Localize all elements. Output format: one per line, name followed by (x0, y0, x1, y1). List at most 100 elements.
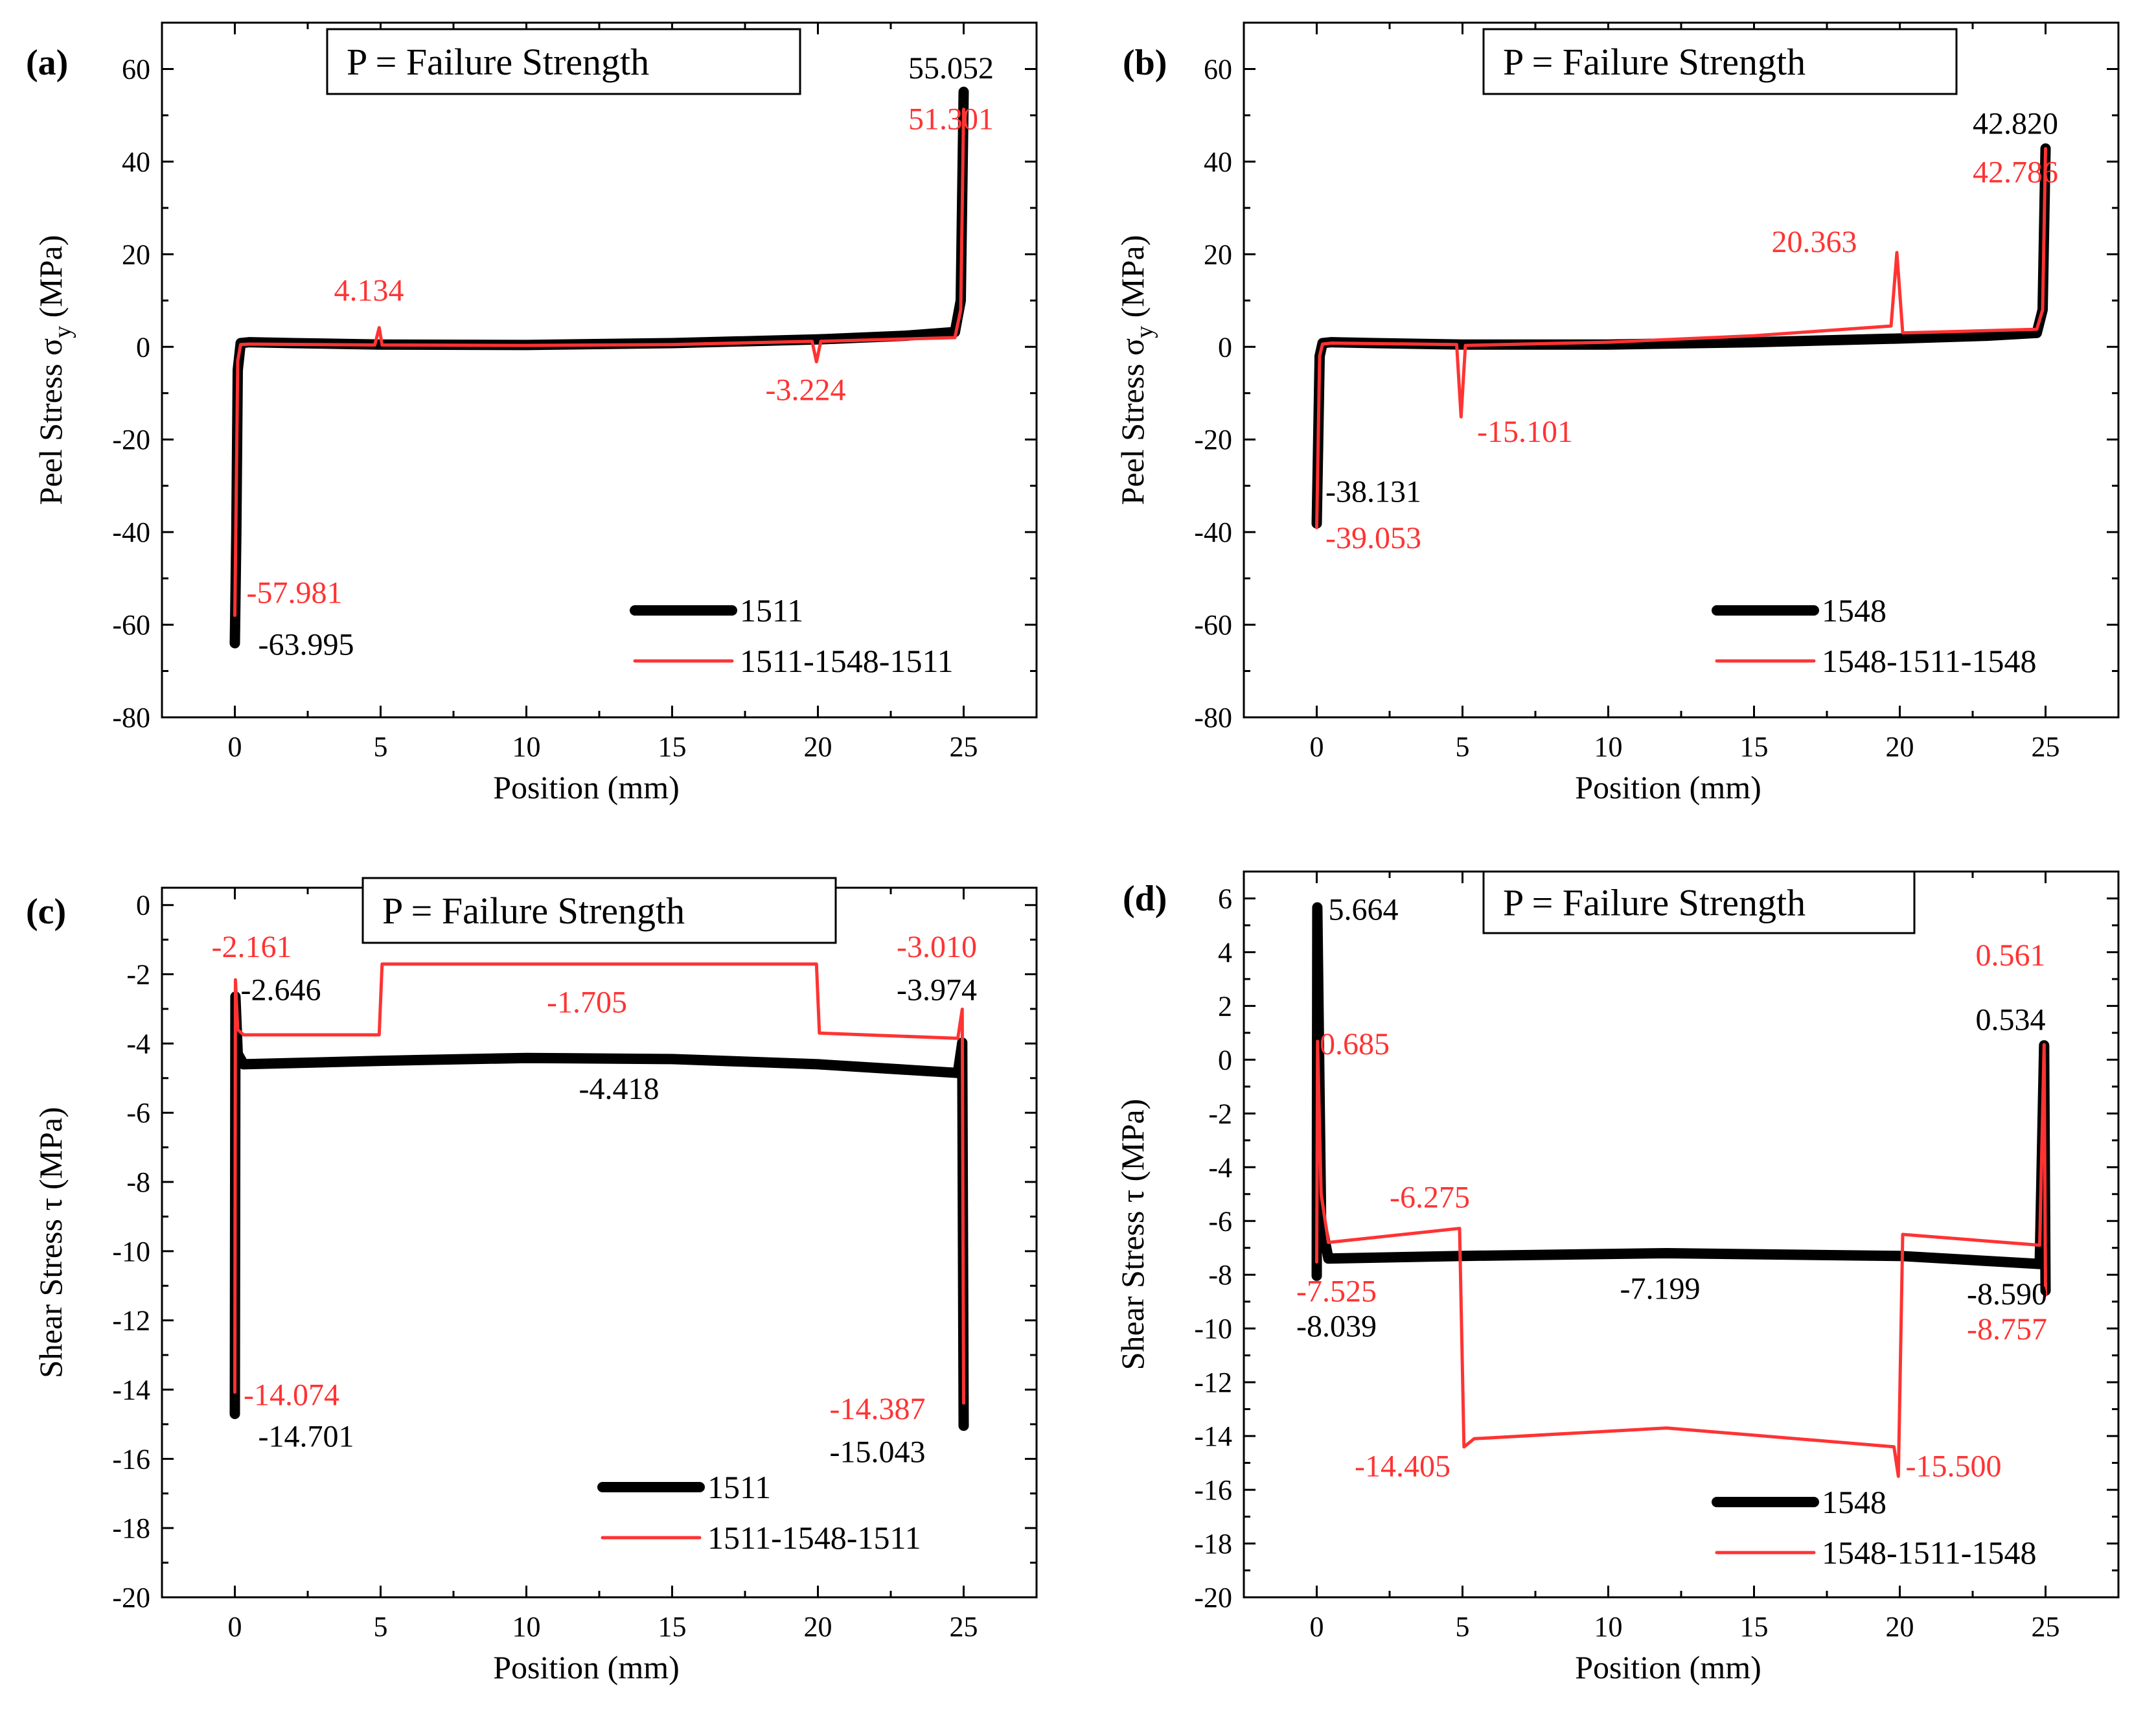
data-label: -38.131 (1325, 475, 1421, 509)
y-tick-label: 4 (1218, 936, 1232, 968)
legend-entry: 1548 (1822, 592, 1886, 629)
y-axis-title-subscript: y (1131, 326, 1158, 338)
y-axis-title-main: Shear Stress τ (1114, 1190, 1151, 1370)
series-line-1548-1511-1548 (1315, 147, 2047, 529)
data-label: 42.786 (1973, 156, 2058, 190)
data-label: -3.974 (897, 973, 977, 1008)
y-tick-label: -4 (126, 1028, 150, 1059)
legend-entry: 1511 (707, 1469, 771, 1505)
y-tick-label: -10 (112, 1236, 150, 1267)
data-label: -1.705 (547, 985, 627, 1019)
legend-entry: 1511 (740, 592, 803, 629)
y-tick-label: 0 (1218, 331, 1232, 363)
data-label: 5.664 (1329, 893, 1399, 927)
series-line-1511 (229, 86, 969, 649)
data-label: -2.161 (212, 930, 292, 964)
panel-a: 0 5 10 15 20 25 -80 -60 -40 -20 0 20 40 60 Position (m… (26, 21, 1038, 805)
chart-title: P = Failure Strength (347, 41, 649, 83)
data-label: -3.010 (897, 930, 977, 964)
x-tick-label: 15 (1740, 731, 1769, 763)
panel-label: (b) (1123, 43, 1167, 83)
y-tick-label: -16 (1194, 1474, 1232, 1506)
y-tick-label: -60 (1194, 609, 1232, 641)
y-axis-title-unit: (MPa) (1114, 1099, 1151, 1190)
y-axis-title-main: Peel Stress σ (1114, 338, 1151, 505)
panel-label: (a) (26, 43, 68, 83)
series-line-1548-1511-1548 (1315, 1039, 2047, 1478)
x-tick-label: 20 (804, 731, 832, 763)
x-axis-title: Position (mm) (1575, 769, 1761, 805)
y-tick-label: 0 (136, 890, 150, 921)
x-tick-label: 5 (1456, 1611, 1470, 1643)
data-label: -57.981 (247, 575, 343, 610)
y-axis-title: Peel Stress σy (MPa) (32, 235, 76, 505)
y-tick-label: -16 (112, 1443, 150, 1475)
panel-b: 0 5 10 15 20 25 -80 -60 -40 -20 0 20 40 60 Position (m… (1114, 21, 2120, 805)
panel-d: 0 5 10 15 20 25-20-18-16-14-12-10-8-6-4-20246… (1114, 870, 2120, 1685)
series-line-1511-1548-1511 (233, 108, 965, 618)
x-axis-title: Position (mm) (493, 769, 680, 805)
y-tick-label: -20 (112, 424, 150, 456)
y-axis-title: Peel Stress σy (MPa) (1114, 235, 1158, 505)
y-tick-label: -14 (112, 1374, 150, 1406)
y-tick-label: 60 (1204, 53, 1232, 85)
data-label: -15.101 (1477, 415, 1573, 449)
y-axis-title-subscript: y (49, 326, 76, 338)
legend-entry: 1548 (1822, 1484, 1886, 1520)
plot-frame (161, 21, 1038, 719)
x-tick-label: 10 (512, 731, 541, 763)
series-line-1548 (1311, 143, 2051, 529)
title-box (326, 28, 801, 95)
y-tick-label: -20 (1194, 1582, 1232, 1613)
legend-entry: 1511-1548-1511 (740, 643, 954, 679)
x-tick-label: 25 (2032, 1611, 2060, 1643)
y-axis-title: Shear Stress τ (MPa) (1114, 1099, 1151, 1370)
data-label: -15.043 (830, 1435, 926, 1470)
legend-entry: 1548-1511-1548 (1822, 643, 2036, 679)
x-tick-label: 25 (950, 1611, 978, 1643)
data-label: 51.301 (908, 102, 994, 136)
y-tick-label: -40 (1194, 516, 1232, 548)
x-axis-title: Position (mm) (493, 1649, 680, 1685)
panel-label: (c) (26, 892, 66, 932)
x-tick-label: 5 (374, 731, 388, 763)
x-tick-label: 5 (374, 1611, 388, 1643)
y-tick-label: 40 (122, 146, 150, 178)
x-tick-label: 10 (512, 1611, 541, 1643)
y-tick-label: -10 (1194, 1313, 1232, 1345)
data-label: -8.757 (1967, 1312, 2047, 1347)
y-tick-label: -4 (1208, 1151, 1232, 1183)
y-tick-label: -80 (112, 702, 150, 734)
x-tick-label: 25 (2032, 731, 2060, 763)
y-tick-label: -80 (1194, 702, 1232, 734)
data-label: -6.275 (1390, 1181, 1470, 1215)
chart-title: P = Failure Strength (1503, 882, 1806, 924)
y-tick-label: -20 (1194, 424, 1232, 456)
data-label: -14.701 (258, 1420, 354, 1454)
chart-title: P = Failure Strength (382, 890, 685, 932)
y-tick-label: -2 (1208, 1098, 1232, 1129)
series-line-1511-1548-1511 (233, 962, 965, 1405)
y-tick-label: -8 (1208, 1259, 1232, 1291)
data-label: 0.534 (1976, 1003, 2046, 1037)
data-label: -7.199 (1620, 1272, 1701, 1306)
data-label: -8.590 (1967, 1277, 2047, 1312)
x-tick-label: 0 (1310, 1611, 1324, 1643)
x-tick-label: 15 (1740, 1611, 1769, 1643)
data-label: -14.387 (830, 1392, 926, 1426)
y-tick-label: 2 (1218, 990, 1232, 1022)
panel-label: (d) (1123, 879, 1167, 919)
data-label: -14.074 (244, 1378, 339, 1413)
y-tick-label: 0 (1218, 1044, 1232, 1076)
x-axis-title: Position (mm) (1575, 1649, 1761, 1685)
x-tick-label: 20 (1886, 731, 1914, 763)
y-tick-label: -2 (126, 959, 150, 991)
y-tick-label: 20 (1204, 238, 1232, 270)
x-tick-label: 0 (228, 1611, 242, 1643)
panel-c: 0 5 10 15 20 25-20-18-16-14-12-10-8-6-4-20Pos… (26, 877, 1038, 1685)
data-label: -8.039 (1296, 1310, 1377, 1344)
y-tick-label: -12 (112, 1305, 150, 1337)
y-tick-label: -40 (112, 516, 150, 548)
y-tick-label: 0 (136, 331, 150, 363)
